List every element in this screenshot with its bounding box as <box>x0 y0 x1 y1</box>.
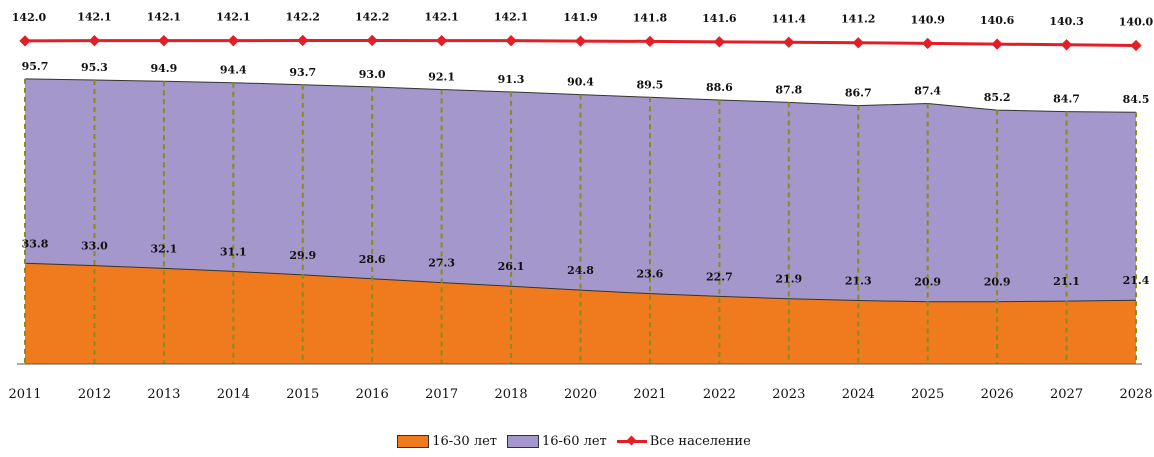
data-label-total: 141.6 <box>702 12 737 25</box>
data-label-16-30: 28.6 <box>359 253 386 266</box>
data-label-16-60: 84.5 <box>1123 93 1150 106</box>
legend-label-16-60: 16-60 лет <box>541 434 607 449</box>
data-label-16-60: 95.7 <box>22 60 49 73</box>
data-label-total: 140.9 <box>910 13 944 26</box>
data-label-total: 140.0 <box>1119 16 1154 29</box>
total-point <box>227 35 239 47</box>
total-point <box>991 38 1003 50</box>
data-label-16-30: 27.3 <box>428 257 455 270</box>
x-tick-label: 2026 <box>981 387 1014 402</box>
data-label-16-60: 86.7 <box>845 87 872 100</box>
legend-item-16-60: 16-60 лет <box>506 434 607 449</box>
data-label-16-60: 85.2 <box>984 91 1011 104</box>
data-label-16-60: 93.7 <box>289 66 316 79</box>
data-label-total: 140.6 <box>980 14 1015 27</box>
data-label-16-30: 33.0 <box>81 240 108 253</box>
data-label-16-60: 93.0 <box>359 68 386 81</box>
x-tick-label: 2027 <box>1050 387 1083 402</box>
data-label-16-60: 90.4 <box>567 76 594 89</box>
data-label-total: 141.9 <box>563 11 597 24</box>
data-label-16-30: 26.1 <box>498 260 525 273</box>
legend-swatch-purple <box>506 435 539 448</box>
x-tick-label: 2018 <box>495 387 528 402</box>
legend-label-total: Все население <box>649 434 751 449</box>
total-point <box>366 34 378 47</box>
x-tick-label: 2016 <box>356 387 389 402</box>
total-point <box>922 37 934 50</box>
data-label-16-30: 21.3 <box>845 275 872 288</box>
x-tick-label: 2013 <box>147 387 180 402</box>
data-label-total: 142.1 <box>147 11 181 24</box>
chart: 142.0 142.1 142.1 142.1 142.2 142.2 142.1 142.1… <box>8 10 1154 402</box>
x-tick-label: 2028 <box>1119 387 1152 402</box>
data-label-total: 142.2 <box>355 10 389 23</box>
data-label-16-30: 20.9 <box>914 276 941 289</box>
data-label-total: 141.4 <box>772 12 807 25</box>
x-tick-label: 2017 <box>425 387 458 402</box>
data-label-16-30: 32.1 <box>150 242 177 255</box>
data-label-16-60: 94.4 <box>220 64 247 77</box>
data-label-16-30: 21.4 <box>1123 274 1150 287</box>
x-tick-label: 2024 <box>842 387 875 402</box>
data-label-16-60: 89.5 <box>637 78 664 91</box>
total-point <box>88 35 101 47</box>
data-label-16-60: 92.1 <box>428 71 455 84</box>
total-point <box>19 35 31 47</box>
data-label-16-60: 95.3 <box>81 61 108 74</box>
total-point <box>783 36 795 48</box>
x-tick-label: 2021 <box>633 387 666 402</box>
data-label-total: 141.2 <box>841 13 875 26</box>
data-label-total: 142.1 <box>77 11 111 24</box>
data-label-total: 142.2 <box>286 10 320 23</box>
data-label-16-30: 21.1 <box>1053 275 1080 288</box>
x-tick-label: 2012 <box>78 387 111 402</box>
x-tick-label: 2025 <box>911 387 944 402</box>
data-label-16-30: 22.7 <box>706 270 733 283</box>
data-label-16-60: 88.6 <box>706 81 733 94</box>
total-point <box>644 35 656 48</box>
data-label-16-60: 94.9 <box>150 62 177 75</box>
data-label-16-60: 84.7 <box>1053 93 1080 106</box>
total-point <box>158 35 170 47</box>
x-tick-label: 2014 <box>217 387 250 402</box>
x-tick-label: 2020 <box>564 387 597 402</box>
legend-swatch-orange <box>397 435 430 448</box>
data-label-16-30: 33.8 <box>22 237 49 250</box>
area-16-30-outline <box>24 262 1137 303</box>
total-point <box>1060 39 1073 51</box>
data-label-16-30: 21.9 <box>775 273 802 286</box>
total-point <box>435 35 448 47</box>
data-label-16-60: 87.4 <box>914 85 941 98</box>
x-tick-label: 2011 <box>8 387 41 402</box>
total-point <box>852 37 864 49</box>
legend: 16-30 лет 16-60 лет Все население <box>0 434 1154 449</box>
data-label-total: 142.0 <box>12 11 47 24</box>
total-point <box>574 35 587 47</box>
data-label-16-30: 23.6 <box>637 268 664 281</box>
total-point <box>713 36 726 48</box>
data-label-16-60: 87.8 <box>775 83 802 96</box>
total-point <box>505 35 517 47</box>
data-label-16-60: 91.3 <box>498 73 525 86</box>
total-point <box>297 34 309 47</box>
data-label-16-30: 31.1 <box>220 245 247 258</box>
data-label-16-30: 20.9 <box>984 276 1011 289</box>
data-label-16-30: 24.8 <box>567 264 594 277</box>
data-label-total: 141.8 <box>633 11 668 24</box>
data-label-total: 142.1 <box>424 11 458 24</box>
total-point <box>1130 39 1142 52</box>
data-label-total: 140.3 <box>1049 15 1083 28</box>
x-tick-label: 2015 <box>286 387 319 402</box>
x-tick-label: 2022 <box>703 387 736 402</box>
data-label-16-30: 29.9 <box>289 249 316 262</box>
data-label-total: 142.1 <box>216 11 250 24</box>
legend-label-16-30: 16-30 лет <box>432 434 497 449</box>
legend-item-total: Все население <box>616 434 751 449</box>
x-tick-label: 2023 <box>772 387 805 402</box>
legend-item-16-30: 16-30 лет <box>397 434 497 449</box>
legend-line-marker <box>616 435 647 448</box>
data-label-total: 142.1 <box>494 11 528 24</box>
